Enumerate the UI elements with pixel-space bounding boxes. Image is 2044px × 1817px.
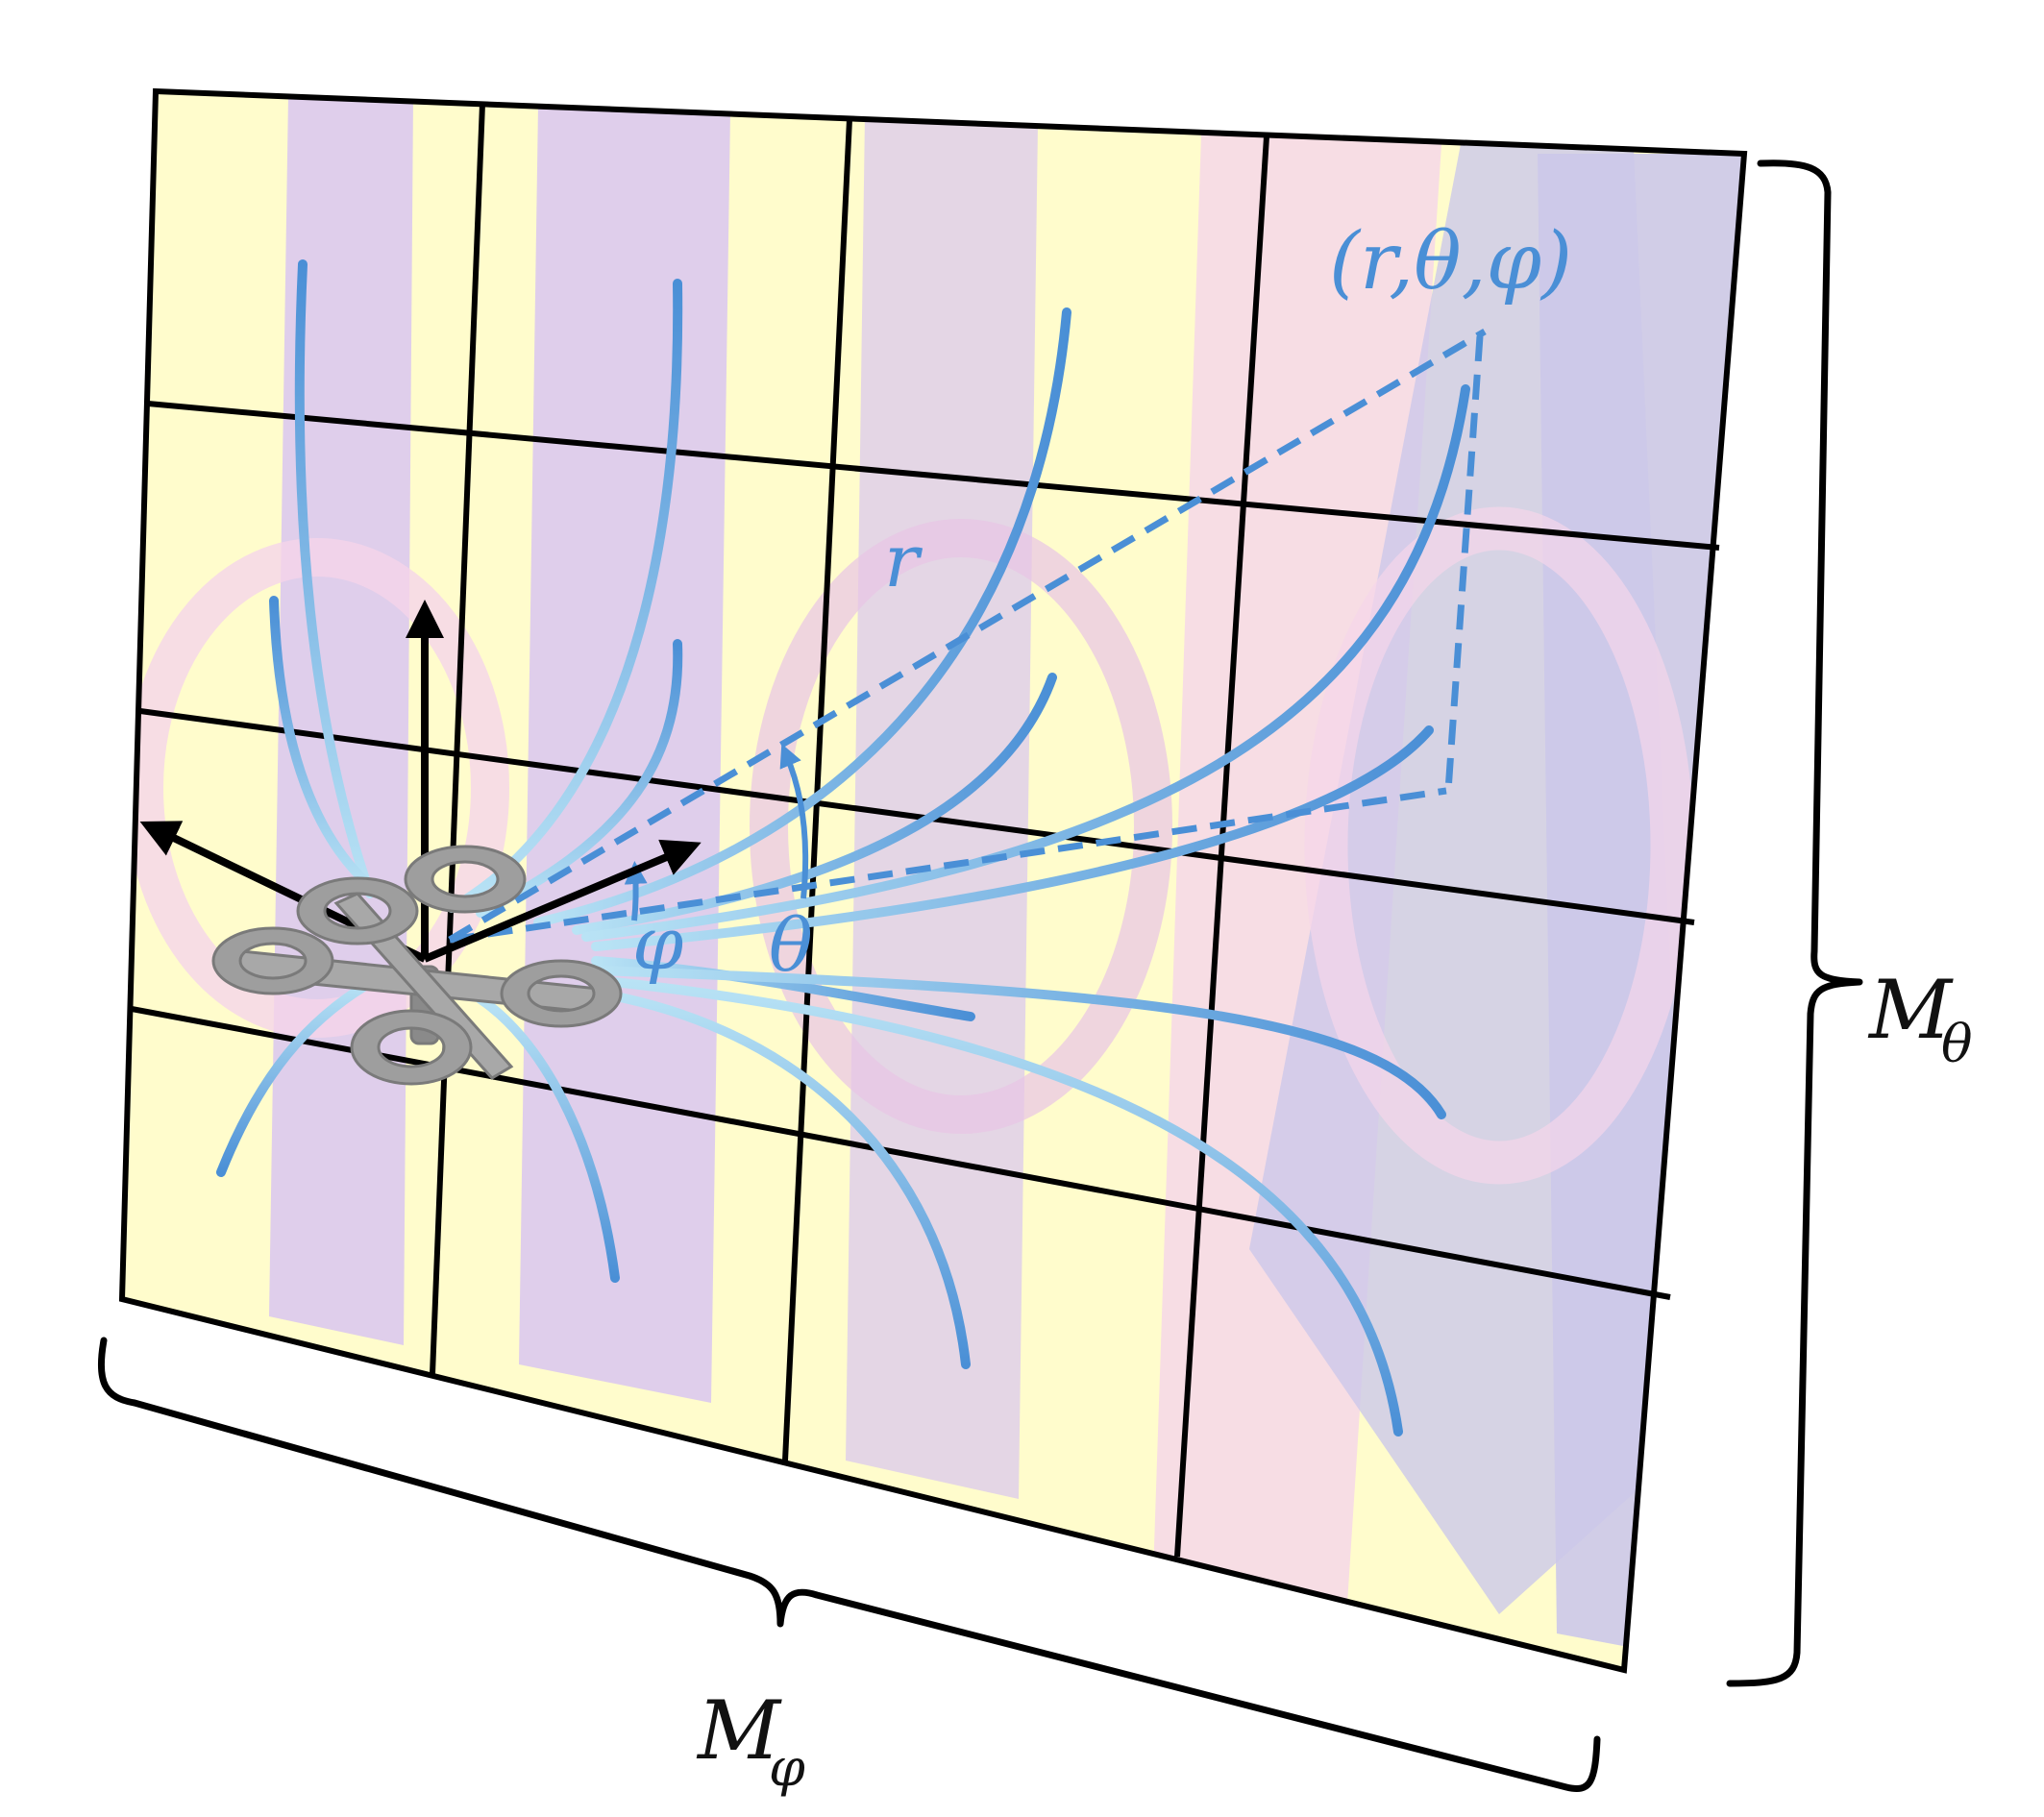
m-theta-label: M θ	[1867, 963, 1973, 1074]
point-label: (r,θ,φ)	[1329, 216, 1572, 307]
grid-h-2	[139, 708, 1695, 925]
field-line-12	[572, 985, 971, 1369]
brace-m-theta	[1726, 160, 1863, 1687]
field-line-11	[591, 975, 1403, 1436]
field-line-2	[269, 596, 384, 898]
m-phi-main: M	[696, 1683, 782, 1778]
r-label: r	[884, 518, 923, 603]
theta-label: θ	[769, 902, 813, 988]
grid-v-3	[1174, 135, 1269, 1558]
phi-arc	[624, 861, 648, 921]
quadcopter-icon	[211, 845, 623, 1086]
radius-ray	[448, 328, 1487, 944]
phi-label: φ	[632, 900, 683, 986]
plane-grid	[118, 87, 1748, 1674]
axis-right	[423, 839, 702, 963]
construction-lines	[448, 328, 1487, 944]
field-line-10	[591, 966, 1446, 1119]
projection-ray	[449, 787, 1447, 944]
grid-v-1	[430, 103, 485, 1375]
field-line-9	[591, 956, 975, 1021]
grid-h-3	[131, 1006, 1671, 1300]
field-line-6	[572, 673, 1057, 935]
plane-texture	[125, 96, 1744, 1662]
m-theta-sub: θ	[1941, 1014, 1973, 1074]
grid-h-1	[147, 401, 1720, 551]
m-phi-sub: φ	[769, 1737, 805, 1798]
m-phi-label: M φ	[696, 1683, 805, 1798]
grid-v-2	[782, 118, 852, 1461]
brace-m-phi	[97, 1337, 1601, 1792]
field-lines	[216, 259, 1470, 1436]
texture-band-2	[519, 106, 730, 1403]
field-line-4	[476, 639, 683, 918]
field-line-14	[216, 975, 380, 1177]
theta-arc	[779, 743, 809, 899]
field-line-13	[476, 994, 620, 1283]
texture-diagonal	[1249, 144, 1691, 1614]
m-theta-main: M	[1867, 963, 1954, 1057]
field-line-7	[581, 384, 1470, 942]
field-line-8	[591, 725, 1434, 951]
plane-border	[118, 87, 1748, 1674]
field-line-5	[533, 307, 1071, 927]
field-line-1	[294, 259, 375, 898]
